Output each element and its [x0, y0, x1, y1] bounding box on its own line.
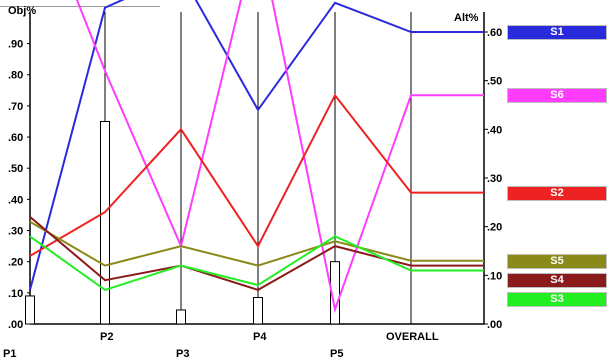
left-tick-label: .40	[8, 194, 23, 206]
series-line-s1	[29, 0, 484, 291]
series-line-s4	[29, 216, 484, 291]
left-tick-label: .50	[8, 163, 23, 175]
objective-weight-bar	[330, 261, 340, 325]
objective-weight-bar	[253, 297, 263, 325]
right-axis-label: Alt%	[454, 12, 479, 24]
legend-entry-s5: S5	[507, 253, 607, 269]
series-line-s3	[29, 235, 484, 292]
category-label: P1	[3, 348, 16, 360]
left-tick-label: .90	[8, 39, 23, 51]
category-label: P4	[253, 331, 267, 343]
left-tick-label: .10	[8, 288, 23, 300]
legend-entry-s6: S6	[507, 88, 607, 104]
category-label: P2	[100, 331, 113, 343]
right-tick-label: .60	[487, 27, 502, 39]
left-tick-label: .30	[8, 226, 23, 238]
category-label: OVERALL	[386, 331, 439, 343]
left-tick-label: .70	[8, 101, 23, 113]
category-label: P5	[330, 348, 343, 360]
series-line-s6	[75, 0, 484, 314]
legend-entry-s2: S2	[507, 185, 607, 201]
right-tick-label: .50	[487, 76, 502, 88]
category-label: P3	[176, 348, 189, 360]
right-tick-label: .10	[487, 270, 502, 282]
left-tick-label: .80	[8, 70, 23, 82]
legend-entry-s3: S3	[507, 291, 607, 307]
right-tick-label: .40	[487, 124, 502, 136]
legend-entry-s1: S1	[507, 25, 607, 40]
right-tick-label: .00	[487, 319, 502, 331]
left-tick-label: .00	[8, 319, 23, 331]
objective-weight-bar	[25, 295, 35, 325]
left-axis-label: Obj%	[8, 5, 36, 17]
right-tick-label: .20	[487, 222, 502, 234]
objective-weight-bar	[100, 120, 110, 325]
left-tick-label: .20	[8, 257, 23, 269]
legend-entry-s4: S4	[507, 272, 607, 288]
right-tick-label: .30	[487, 173, 502, 185]
left-tick-label: .60	[8, 132, 23, 144]
series-line-s5	[29, 220, 484, 267]
objective-weight-bar	[176, 309, 186, 325]
series-line-s2	[29, 93, 484, 257]
